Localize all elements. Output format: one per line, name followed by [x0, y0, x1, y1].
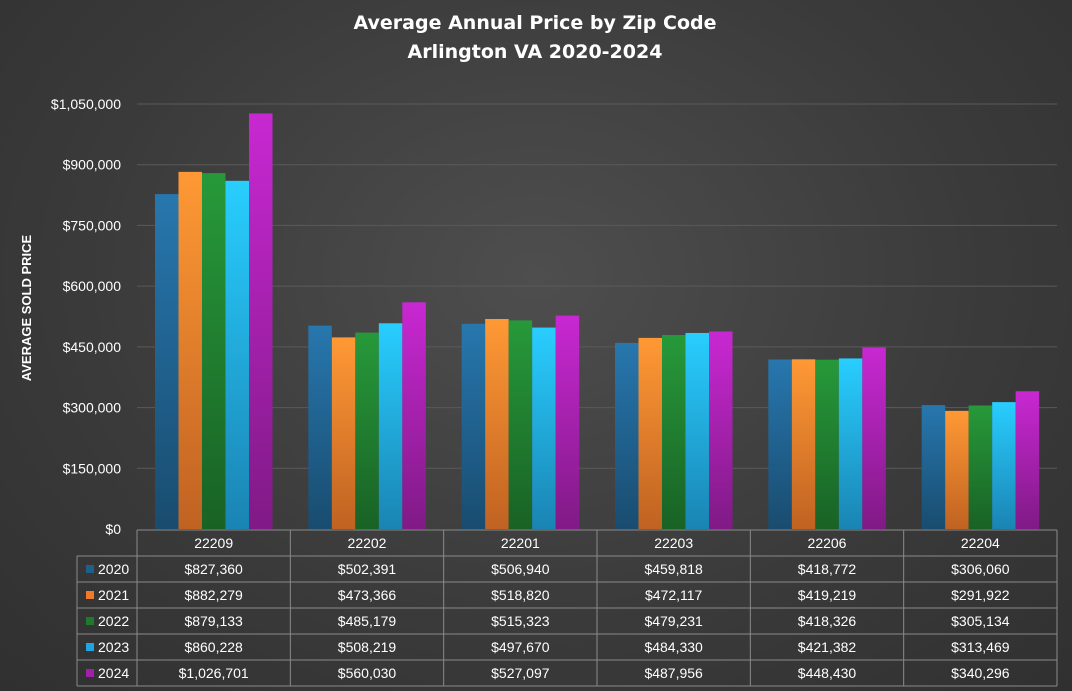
table-cell-value: $518,820: [491, 587, 550, 603]
bar-2024-22209: [249, 113, 273, 530]
bar-2021-22204: [945, 410, 969, 529]
table-cell-value: $860,228: [184, 639, 243, 655]
legend-key-2024: [86, 669, 94, 677]
bar-2020-22201: [461, 323, 486, 529]
bar-2020-22204: [921, 405, 946, 529]
legend-label: 2020: [98, 561, 129, 577]
table-cell-value: $484,330: [644, 639, 703, 655]
bar-2022-22204: [968, 405, 993, 529]
bar-2021-22202: [331, 337, 356, 529]
table-cell-value: $508,219: [338, 639, 397, 655]
table-cell-value: $291,922: [951, 587, 1010, 603]
y-tick-label: $450,000: [63, 339, 122, 355]
bar-2024-22203: [709, 331, 733, 529]
y-axis-label: AVERAGE SOLD PRICE: [19, 234, 34, 381]
table-cell-value: $418,772: [798, 561, 857, 577]
y-tick-label: $900,000: [63, 157, 122, 173]
y-tick-label: $0: [105, 521, 121, 537]
legend-key-2023: [86, 643, 94, 651]
legend-label: 2022: [98, 613, 129, 629]
y-tick-label: $300,000: [63, 400, 122, 416]
data-table: 22209 22202 22201 22203 22206 22204 2020 $827,3…: [76, 529, 1058, 687]
table-cell-value: $879,133: [184, 613, 243, 629]
chart-title: Average Annual Price by Zip Code: [354, 12, 717, 34]
category-label: 22206: [808, 535, 847, 551]
chart-subtitle: Arlington VA 2020-2024: [408, 41, 663, 63]
y-tick-label: $1,050,000: [51, 96, 121, 112]
category-label: 22201: [501, 535, 540, 551]
legend-label: 2023: [98, 639, 129, 655]
bar-2020-22203: [615, 342, 639, 529]
legend-key-2021: [86, 591, 94, 599]
table-cell-value: $472,117: [645, 587, 703, 603]
bars: [155, 113, 1040, 530]
bar-2020-22209: [155, 194, 179, 529]
bar-2022-22201: [508, 320, 533, 529]
bar-2023-22203: [685, 332, 709, 529]
bar-2024-22204: [1015, 391, 1040, 529]
category-label: 22204: [961, 535, 1000, 551]
table-cell-value: $479,231: [644, 613, 703, 629]
bar-2024-22201: [555, 315, 580, 529]
category-label: 22202: [348, 535, 387, 551]
bar-2021-22201: [485, 319, 509, 529]
bar-2021-22206: [791, 359, 816, 529]
table-cell-value: $527,097: [491, 665, 550, 681]
table-cell-value: $497,670: [491, 639, 550, 655]
table-cell-value: $459,818: [644, 561, 703, 577]
legend-label: 2021: [98, 587, 129, 603]
table-cell-value: $340,296: [951, 665, 1010, 681]
y-tick-label: $750,000: [63, 217, 122, 233]
bar-2022-22202: [355, 332, 379, 529]
table-cell-value: $421,382: [798, 639, 857, 655]
legend-key-2020: [86, 565, 94, 573]
bar-2023-22201: [532, 327, 556, 529]
table-cell-value: $419,219: [798, 587, 857, 603]
bar-2020-22202: [308, 325, 332, 529]
table-cell-value: $827,360: [184, 561, 243, 577]
bar-2022-22203: [662, 335, 686, 529]
category-label: 22209: [194, 535, 233, 551]
y-tick-label: $150,000: [63, 460, 122, 476]
bar-2021-22209: [178, 171, 202, 529]
legend-key-2022: [86, 617, 94, 625]
table-cell-value: $448,430: [798, 665, 857, 681]
table-cell-value: $487,956: [644, 665, 703, 681]
table-cell-value: $305,134: [951, 613, 1010, 629]
bar-2023-22209: [225, 180, 249, 529]
bar-2024-22202: [402, 302, 426, 529]
bar-2023-22202: [378, 323, 403, 529]
table-cell-value: $882,279: [184, 587, 243, 603]
bar-2023-22204: [992, 402, 1016, 529]
table-cell-value: $1,026,701: [179, 665, 249, 681]
table-cell-value: $560,030: [338, 665, 397, 681]
bar-2020-22206: [768, 359, 792, 529]
category-label: 22203: [654, 535, 693, 551]
bar-2021-22203: [638, 337, 662, 529]
table-cell-value: $506,940: [491, 561, 550, 577]
gridlines: [137, 103, 1057, 469]
y-tick-label: $600,000: [63, 278, 122, 294]
table-cell-value: $418,326: [798, 613, 857, 629]
table-cell-value: $473,366: [338, 587, 397, 603]
table-cell-value: $485,179: [338, 613, 397, 629]
bar-2022-22209: [202, 173, 226, 529]
table-cell-value: $515,323: [491, 613, 550, 629]
bar-2023-22206: [838, 358, 863, 529]
y-axis-ticks: $0 $150,000 $300,000 $450,000 $600,000 $750,0…: [51, 96, 121, 537]
legend-label: 2024: [98, 665, 129, 681]
table-cell-value: $502,391: [338, 561, 397, 577]
bar-2022-22206: [815, 359, 839, 529]
table-cell-value: $313,469: [951, 639, 1010, 655]
table-cell-value: $306,060: [951, 561, 1010, 577]
bar-2024-22206: [862, 347, 886, 529]
